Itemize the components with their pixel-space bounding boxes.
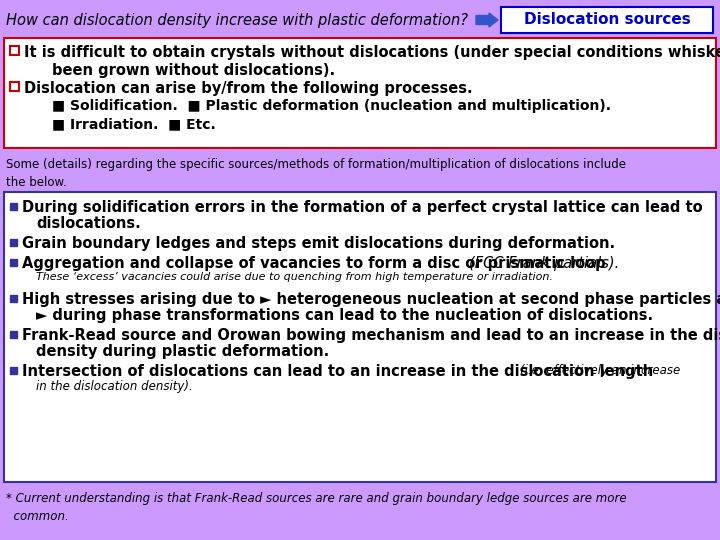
Text: in the dislocation density).: in the dislocation density). <box>36 380 193 393</box>
FancyBboxPatch shape <box>10 46 19 55</box>
Text: ► during phase transformations can lead to the nucleation of dislocations.: ► during phase transformations can lead … <box>36 308 653 323</box>
Text: Some (details) regarding the specific sources/methods of formation/multiplicatio: Some (details) regarding the specific so… <box>6 158 626 189</box>
Text: These ‘excess’ vacancies could arise due to quenching from high temperature or i: These ‘excess’ vacancies could arise due… <box>36 272 553 282</box>
Bar <box>10 239 17 246</box>
Text: density during plastic deformation.: density during plastic deformation. <box>36 344 329 359</box>
Text: High stresses arising due to ► heterogeneous nucleation at second phase particle: High stresses arising due to ► heterogen… <box>22 292 720 307</box>
Bar <box>10 367 17 374</box>
Text: (i.e. effectively an increase: (i.e. effectively an increase <box>520 364 680 377</box>
Text: Aggregation and collapse of vacancies to form a disc or prismatic loop: Aggregation and collapse of vacancies to… <box>22 256 611 271</box>
Text: During solidification errors in the formation of a perfect crystal lattice can l: During solidification errors in the form… <box>22 200 703 215</box>
Text: ■ Solidification.  ■ Plastic deformation (nucleation and multiplication).: ■ Solidification. ■ Plastic deformation … <box>52 99 611 113</box>
FancyBboxPatch shape <box>4 192 716 482</box>
Text: dislocations.: dislocations. <box>36 216 140 231</box>
FancyBboxPatch shape <box>501 7 713 33</box>
Text: It is difficult to obtain crystals without dislocations (under special condition: It is difficult to obtain crystals witho… <box>24 45 720 60</box>
FancyBboxPatch shape <box>4 38 716 148</box>
Text: Dislocation sources: Dislocation sources <box>523 12 690 28</box>
Text: * Current understanding is that Frank-Read sources are rare and grain boundary l: * Current understanding is that Frank-Re… <box>6 492 626 523</box>
Text: (FCC Frank partials).: (FCC Frank partials). <box>469 256 619 271</box>
Text: Grain boundary ledges and steps emit dislocations during deformation.: Grain boundary ledges and steps emit dis… <box>22 236 615 251</box>
FancyBboxPatch shape <box>10 82 19 91</box>
Text: Frank-Read source and Orowan bowing mechanism and lead to an increase in the dis: Frank-Read source and Orowan bowing mech… <box>22 328 720 343</box>
Bar <box>10 295 17 302</box>
Text: ■ Irradiation.  ■ Etc.: ■ Irradiation. ■ Etc. <box>52 117 216 131</box>
Text: How can dislocation density increase with plastic deformation?: How can dislocation density increase wit… <box>6 12 468 28</box>
Bar <box>10 331 17 338</box>
Text: Intersection of dislocations can lead to an increase in the dislocation length: Intersection of dislocations can lead to… <box>22 364 658 379</box>
Text: been grown without dislocations).: been grown without dislocations). <box>52 63 335 78</box>
FancyArrow shape <box>476 13 498 27</box>
Bar <box>10 259 17 266</box>
Text: Dislocation can arise by/from the following processes.: Dislocation can arise by/from the follow… <box>24 81 472 96</box>
Bar <box>10 203 17 210</box>
